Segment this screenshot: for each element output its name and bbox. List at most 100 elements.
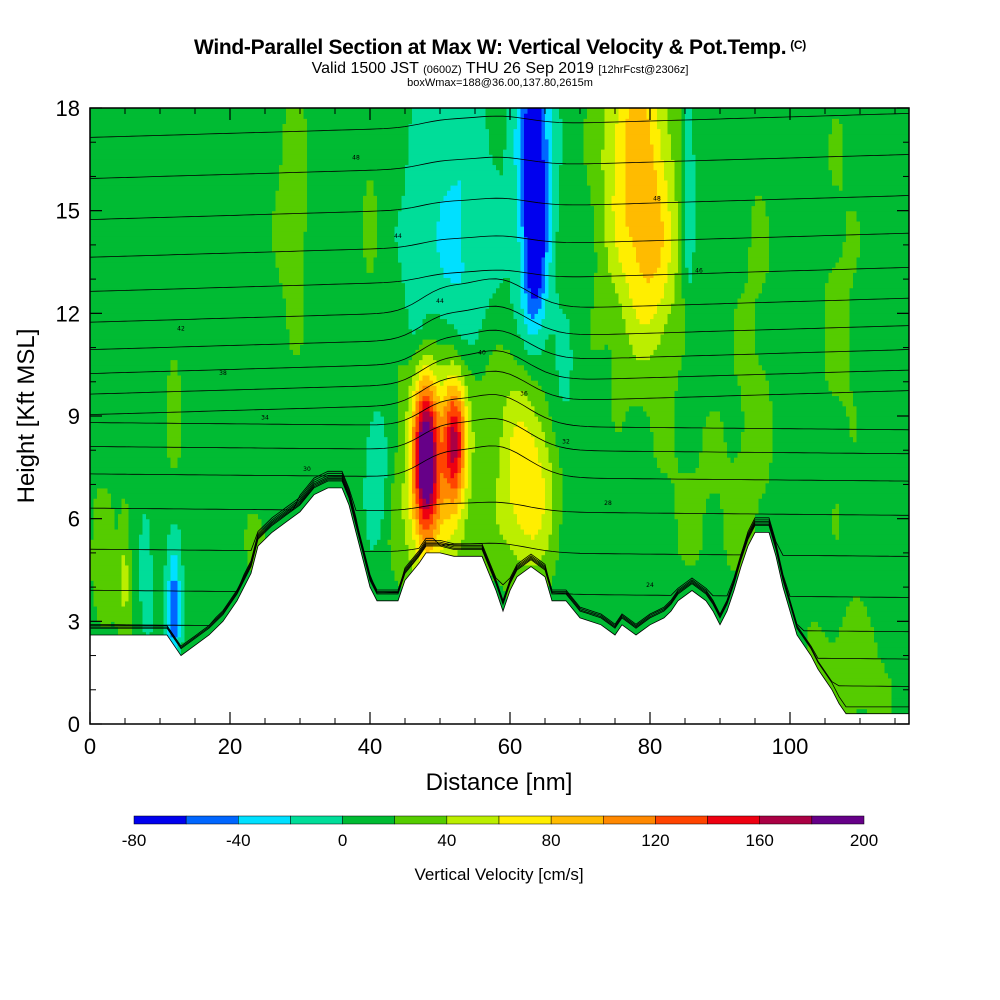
velocity-cell [209,247,213,253]
velocity-cell [171,221,175,227]
velocity-cell [171,539,175,545]
velocity-cell [150,262,154,268]
velocity-cell [202,236,206,242]
velocity-cell [118,560,122,566]
velocity-cell [171,560,175,566]
velocity-cell [129,596,133,602]
velocity-cell [178,539,182,545]
velocity-cell [143,149,147,155]
velocity-cell [202,421,206,427]
velocity-cell [129,154,133,160]
velocity-cell [139,549,143,555]
velocity-cell [157,308,161,314]
velocity-cell [125,519,129,525]
velocity-cell [146,308,150,314]
velocity-cell [192,226,196,232]
velocity-cell [167,298,171,304]
velocity-cell [153,472,157,478]
velocity-cell [97,211,101,217]
velocity-cell [129,277,133,283]
velocity-cell [94,211,98,217]
velocity-cell [122,272,126,278]
velocity-cell [104,524,108,530]
velocity-cell [108,339,112,345]
velocity-cell [188,555,192,561]
velocity-cell [192,303,196,309]
velocity-cell [125,560,129,566]
velocity-cell [185,262,189,268]
velocity-cell [139,298,143,304]
velocity-cell [146,565,150,571]
velocity-cell [150,288,154,294]
velocity-cell [185,277,189,283]
velocity-cell [115,483,119,489]
velocity-cell [111,508,115,514]
velocity-cell [146,390,150,396]
velocity-cell [153,580,157,586]
velocity-cell [209,370,213,376]
velocity-cell [150,421,154,427]
velocity-cell [153,206,157,212]
velocity-cell [115,247,119,253]
velocity-cell [206,134,210,140]
velocity-cell [104,139,108,145]
velocity-cell [192,601,196,607]
velocity-cell [195,123,199,129]
velocity-cell [153,262,157,268]
velocity-cell [136,272,140,278]
velocity-cell [181,236,185,242]
velocity-cell [122,365,126,371]
velocity-cell [185,123,189,129]
velocity-cell [195,185,199,191]
velocity-cell [97,200,101,206]
velocity-cell [97,472,101,478]
velocity-cell [192,164,196,170]
velocity-cell [101,283,105,289]
velocity-cell [167,313,171,319]
velocity-cell [195,303,199,309]
velocity-cell [150,354,154,360]
velocity-cell [139,175,143,181]
velocity-cell [115,236,119,242]
velocity-cell [132,149,136,155]
velocity-cell [111,488,115,494]
velocity-cell [132,200,136,206]
velocity-cell [94,421,98,427]
velocity-cell [171,452,175,458]
velocity-cell [178,257,182,263]
velocity-cell [192,626,196,632]
velocity-cell [125,380,129,386]
velocity-cell [108,159,112,165]
velocity-cell [185,544,189,550]
velocity-cell [199,200,203,206]
velocity-cell [139,426,143,432]
velocity-cell [195,226,199,232]
velocity-cell [157,575,161,581]
velocity-cell [94,395,98,401]
velocity-cell [199,596,203,602]
velocity-cell [153,442,157,448]
velocity-cell [150,170,154,176]
velocity-cell [153,175,157,181]
velocity-cell [115,549,119,555]
velocity-cell [209,565,213,571]
velocity-cell [174,303,178,309]
velocity-cell [178,452,182,458]
velocity-cell [150,431,154,437]
velocity-cell [209,570,213,576]
velocity-cell [125,555,129,561]
velocity-cell [115,385,119,391]
velocity-cell [185,632,189,638]
velocity-cell [139,585,143,591]
velocity-cell [178,585,182,591]
velocity-cell [108,329,112,335]
velocity-cell [146,134,150,140]
velocity-cell [136,190,140,196]
velocity-cell [132,298,136,304]
velocity-cell [153,247,157,253]
velocity-cell [157,241,161,247]
velocity-cell [209,437,213,443]
velocity-cell [167,534,171,540]
velocity-cell [195,596,199,602]
velocity-cell [171,334,175,340]
